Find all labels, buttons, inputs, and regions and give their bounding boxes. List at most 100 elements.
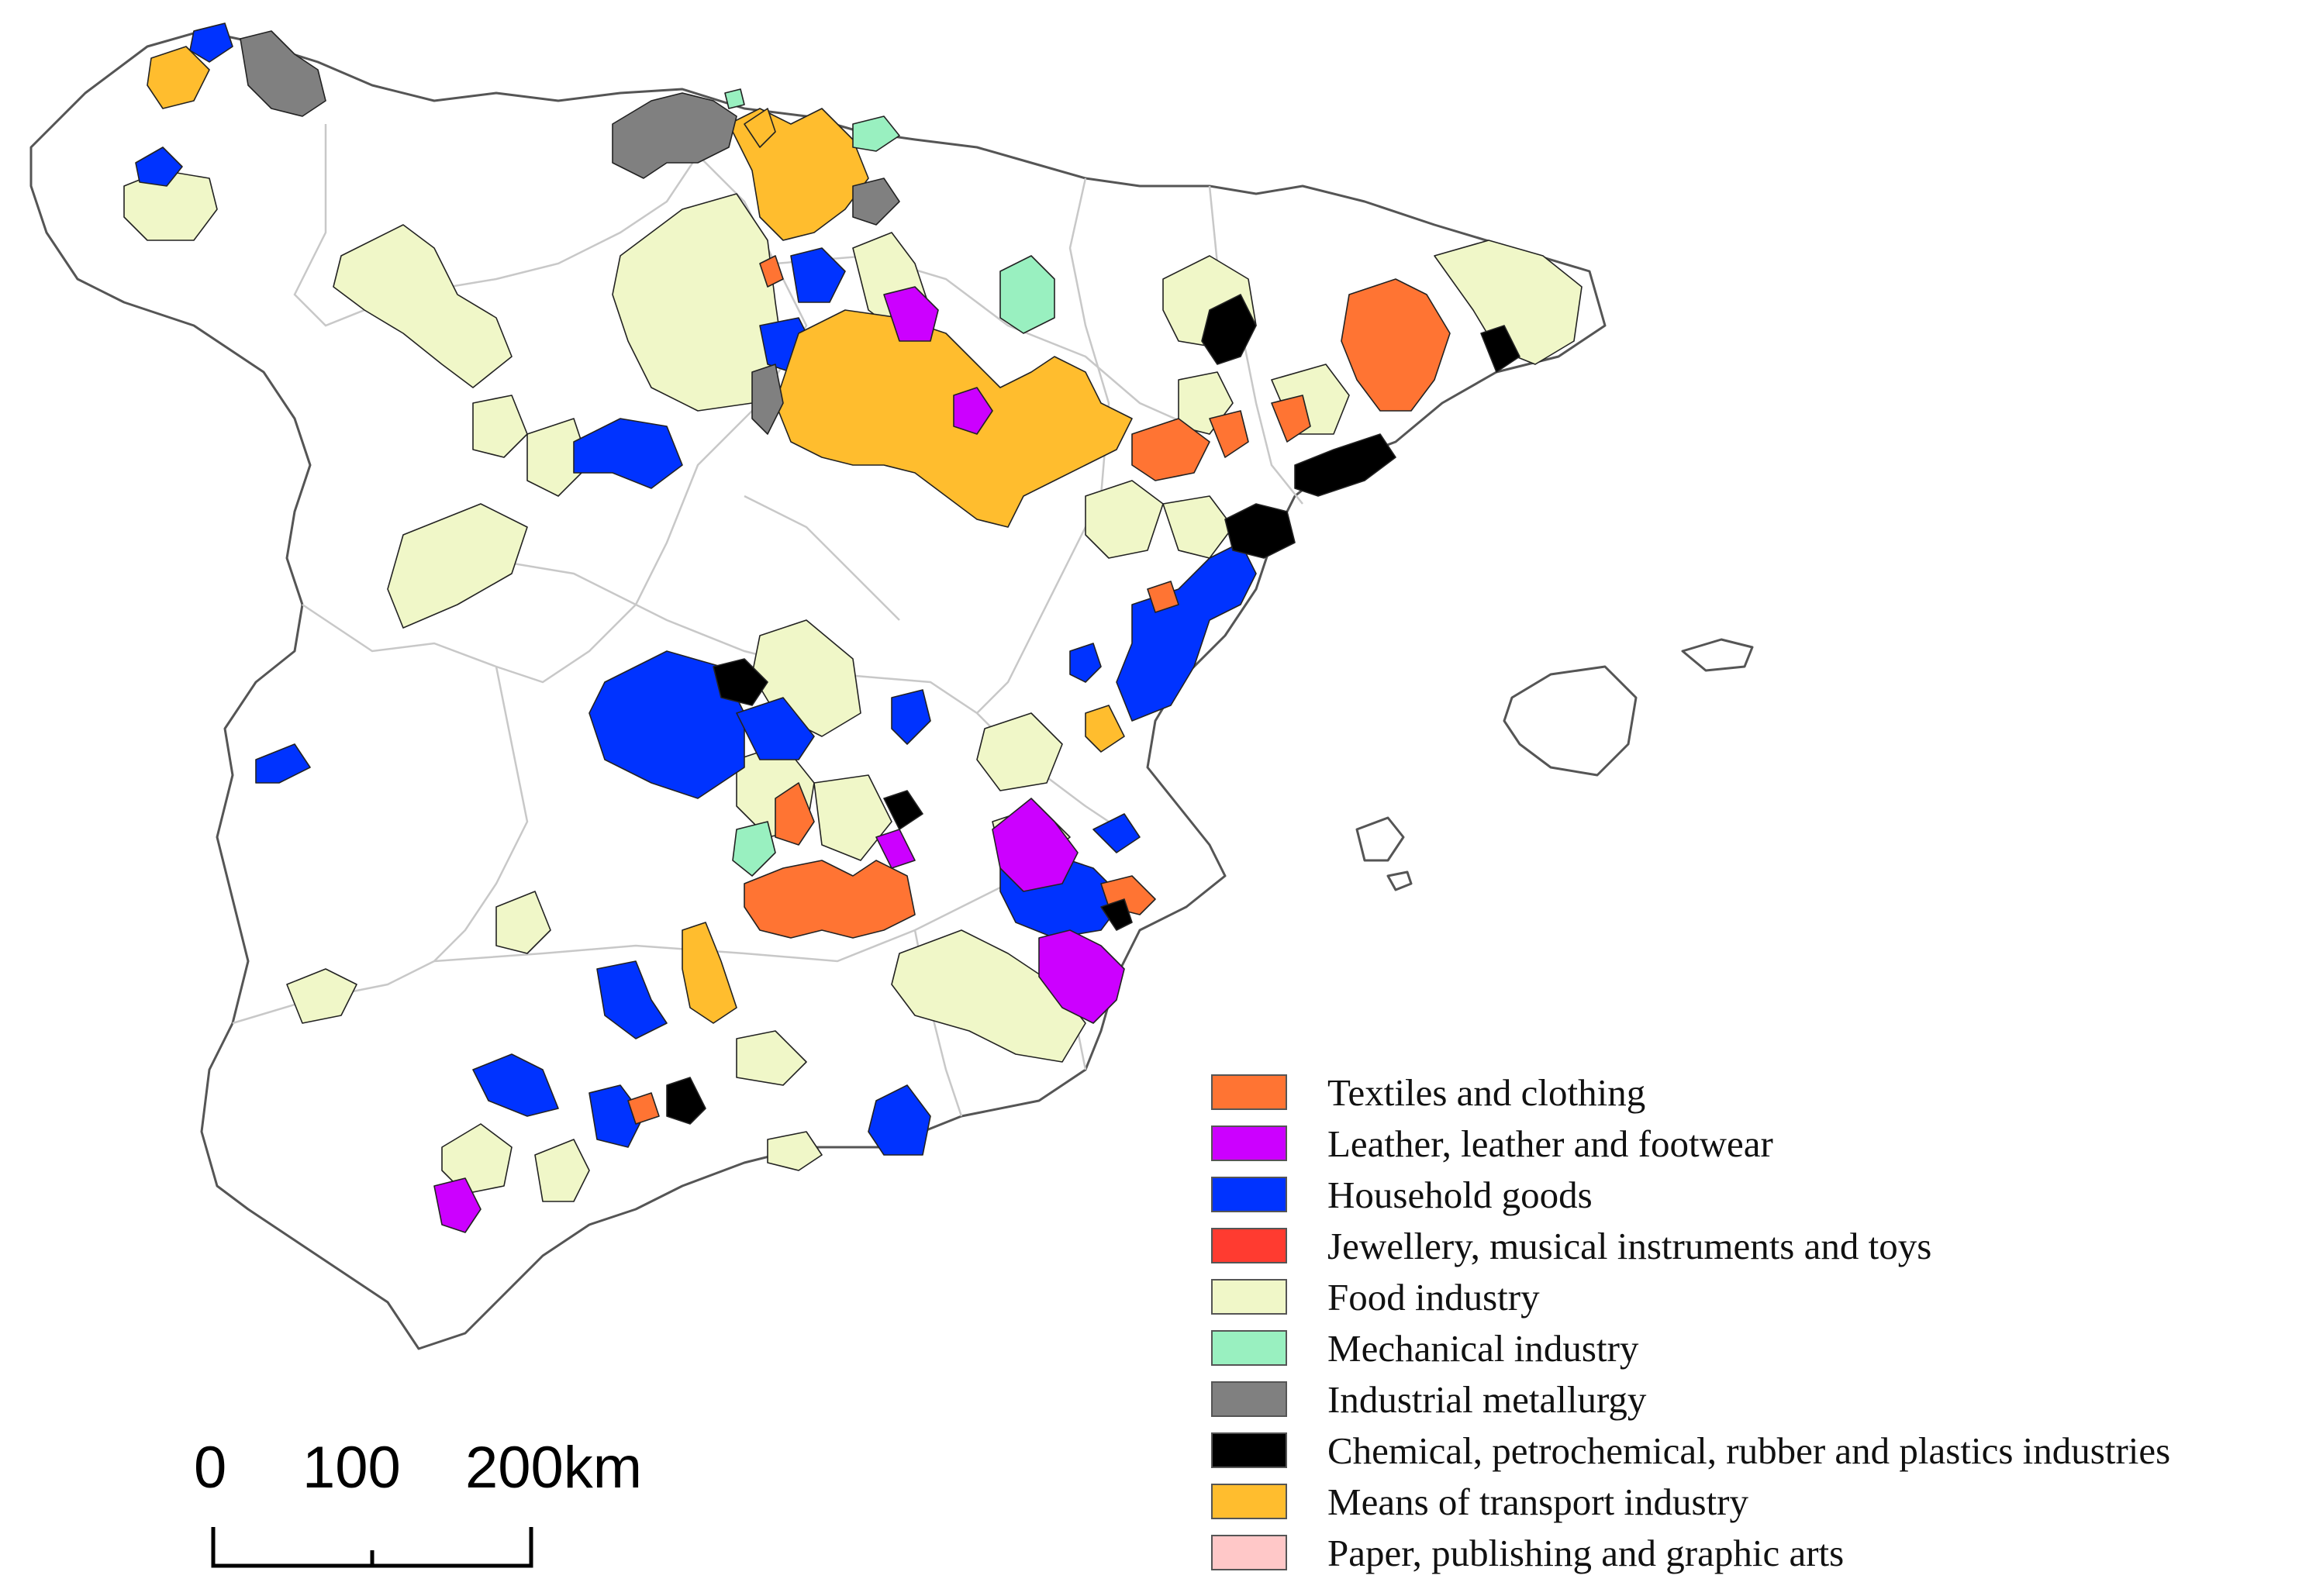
district-transport-6 xyxy=(1085,705,1125,753)
district-transport-4 xyxy=(744,108,776,148)
scale-tick-100: 100 xyxy=(302,1435,401,1501)
district-household-13 xyxy=(1092,813,1141,853)
district-leather-6 xyxy=(433,1177,481,1233)
formentera-outline xyxy=(1386,870,1413,891)
district-household-11 xyxy=(1069,643,1102,683)
district-food-18 xyxy=(891,929,1086,1063)
industrial-districts xyxy=(123,22,1583,1233)
district-metallurgy-4 xyxy=(751,364,784,435)
legend-item-metallurgy: Industrial metallurgy xyxy=(1211,1374,2312,1425)
legend-item-jewellery: Jewellery, musical instruments and toys xyxy=(1211,1220,2312,1271)
district-household-10 xyxy=(1116,542,1257,722)
legend-swatch-jewellery xyxy=(1211,1228,1287,1263)
district-household-3 xyxy=(573,418,683,489)
legend-item-mechanical: Mechanical industry xyxy=(1211,1322,2312,1374)
district-leather-3 xyxy=(992,798,1079,892)
legend-label-transport: Means of transport industry xyxy=(1327,1480,1748,1523)
district-household-9 xyxy=(255,743,311,784)
district-textile-3 xyxy=(1209,410,1249,458)
district-textile-5 xyxy=(1147,581,1179,613)
district-household-14 xyxy=(596,960,668,1039)
district-mechanical-4 xyxy=(724,88,745,109)
legend-swatch-household xyxy=(1211,1177,1287,1212)
district-metallurgy-2 xyxy=(612,92,737,179)
district-mechanical-2 xyxy=(999,255,1055,334)
district-food-24 xyxy=(767,1131,823,1171)
district-household-8 xyxy=(891,689,931,745)
legend-swatch-paper xyxy=(1211,1535,1287,1570)
legend-label-household: Household goods xyxy=(1327,1173,1593,1216)
district-textile-10 xyxy=(627,1092,660,1125)
district-leather-2 xyxy=(953,387,993,435)
district-household-2 xyxy=(135,147,183,187)
district-mechanical-1 xyxy=(852,115,900,152)
legend-item-textiles: Textiles and clothing xyxy=(1211,1067,2312,1118)
district-household-17 xyxy=(868,1084,931,1156)
legend-item-food: Food industry xyxy=(1211,1271,2312,1322)
district-chemical-2 xyxy=(1480,325,1520,373)
district-household-15 xyxy=(472,1053,559,1117)
legend-label-food: Food industry xyxy=(1327,1275,1540,1319)
district-chemical-6 xyxy=(883,790,923,830)
district-household-7 xyxy=(736,697,815,760)
menorca-outline xyxy=(1681,638,1754,672)
legend-item-chemical: Chemical, petrochemical, rubber and plas… xyxy=(1211,1425,2312,1476)
district-food-16 xyxy=(813,774,892,861)
district-chemical-1 xyxy=(1201,294,1257,365)
district-textile-6 xyxy=(759,255,784,288)
legend-label-chemical: Chemical, petrochemical, rubber and plas… xyxy=(1327,1429,2171,1472)
legend-label-textiles: Textiles and clothing xyxy=(1327,1070,1646,1114)
legend-label-leather: Leather, leather and footwear xyxy=(1327,1122,1773,1165)
district-textile-8 xyxy=(744,860,916,939)
district-chemical-5 xyxy=(713,658,768,706)
ibiza-outline xyxy=(1355,816,1405,862)
legend-swatch-mechanical xyxy=(1211,1330,1287,1366)
district-textile-4 xyxy=(1271,395,1311,443)
district-chemical-8 xyxy=(666,1077,706,1125)
district-chemical-4 xyxy=(1224,503,1296,559)
legend-swatch-leather xyxy=(1211,1125,1287,1161)
legend-item-paper: Paper, publishing and graphic arts xyxy=(1211,1527,2312,1578)
district-textile-7 xyxy=(775,782,815,846)
district-transport-5 xyxy=(682,922,737,1024)
scale-bar: 0 100 200km xyxy=(178,1434,721,1589)
district-food-23 xyxy=(534,1139,590,1202)
district-metallurgy-3 xyxy=(852,178,900,226)
scale-tick-0: 0 xyxy=(194,1435,227,1501)
district-textile-2 xyxy=(1131,418,1210,481)
district-food-19 xyxy=(495,891,551,954)
scale-bar-line xyxy=(211,1527,533,1568)
district-chemical-7 xyxy=(1100,898,1133,931)
legend-swatch-chemical xyxy=(1211,1432,1287,1468)
legend-label-paper: Paper, publishing and graphic arts xyxy=(1327,1531,1845,1574)
district-food-10 xyxy=(472,395,528,458)
district-food-22 xyxy=(441,1123,513,1194)
district-food-13 xyxy=(1162,495,1234,559)
district-food-12 xyxy=(1085,480,1164,559)
legend-swatch-transport xyxy=(1211,1484,1287,1519)
legend-item-household: Household goods xyxy=(1211,1169,2312,1220)
district-food-17 xyxy=(976,712,1063,791)
legend-swatch-textiles xyxy=(1211,1074,1287,1110)
district-household-1 xyxy=(189,22,233,63)
legend-swatch-food xyxy=(1211,1279,1287,1315)
district-food-6 xyxy=(1434,240,1583,365)
district-food-11 xyxy=(387,503,528,629)
legend-item-leather: Leather, leather and footwear xyxy=(1211,1118,2312,1169)
district-textile-1 xyxy=(1341,278,1451,412)
district-food-2 xyxy=(333,224,513,388)
district-metallurgy-1 xyxy=(240,30,326,117)
district-chemical-3 xyxy=(1294,433,1396,497)
district-food-9 xyxy=(526,418,590,497)
district-household-6 xyxy=(588,650,745,799)
legend-label-mechanical: Mechanical industry xyxy=(1327,1326,1639,1370)
legend-swatch-metallurgy xyxy=(1211,1381,1287,1417)
legend-label-jewellery: Jewellery, musical instruments and toys xyxy=(1327,1224,1932,1267)
district-transport-1 xyxy=(147,46,210,109)
district-leather-5 xyxy=(875,829,916,869)
mallorca-outline xyxy=(1503,665,1638,777)
legend: Textiles and clothing Leather, leather an… xyxy=(1211,1067,2312,1578)
district-household-4 xyxy=(790,247,846,303)
district-leather-1 xyxy=(883,286,939,342)
